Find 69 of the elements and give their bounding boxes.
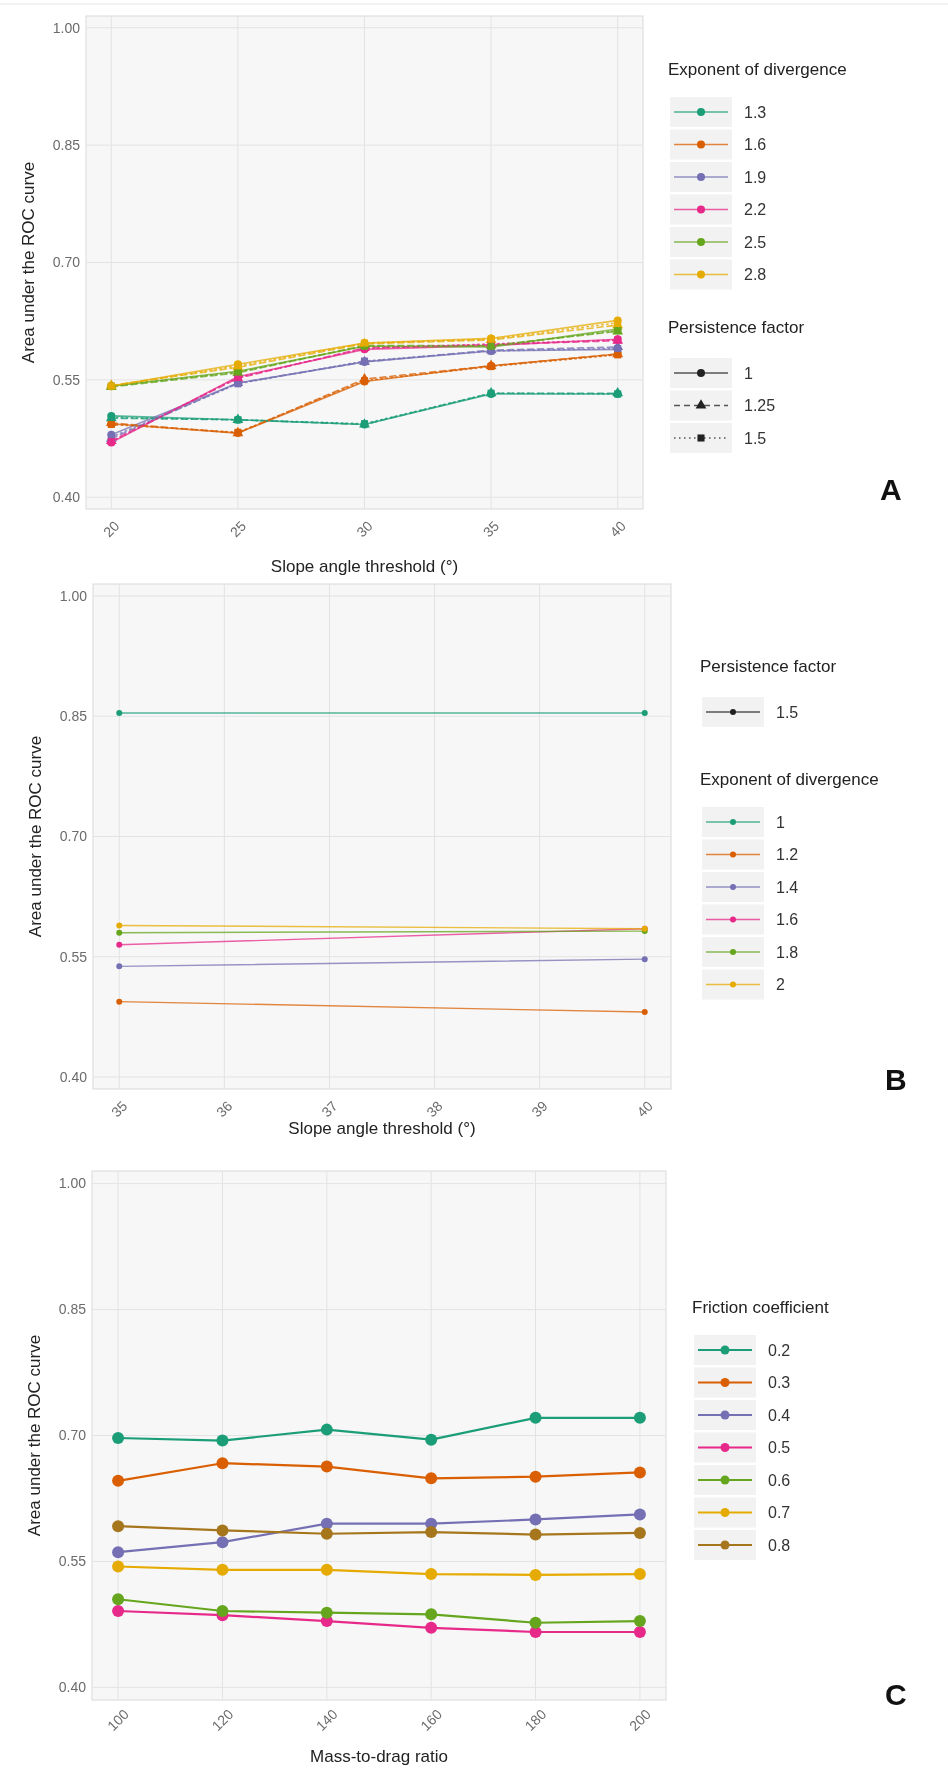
- x-axis-title: Mass-to-drag ratio: [310, 1747, 448, 1766]
- legend-label: 1.2: [776, 846, 799, 864]
- legend-label: 0.5: [768, 1439, 791, 1457]
- text: 1.25: [744, 397, 776, 415]
- legend-label: 0.6: [768, 1471, 791, 1489]
- legend-label: 1.6: [776, 911, 799, 929]
- legend-label: 0.4: [768, 1406, 791, 1424]
- x-tick-label: 36: [213, 1097, 236, 1121]
- y-tick-label: 0.40: [59, 1068, 88, 1085]
- legend-label: 2: [776, 976, 785, 994]
- x-tick-label: 39: [528, 1097, 551, 1121]
- x-tick-label: 180: [521, 1705, 550, 1734]
- y-tick-label: 1.00: [59, 587, 88, 604]
- legend-label: 1.4: [776, 878, 799, 896]
- legend-title: Friction coefficient: [692, 1298, 829, 1317]
- legend-label: 0.3: [768, 1374, 791, 1392]
- legend-label: 1.8: [776, 943, 799, 961]
- legend-label: 1.9: [744, 168, 767, 186]
- x-tick-label: 30: [353, 517, 376, 541]
- y-axis-title: Area under the ROC curve: [26, 735, 45, 938]
- text: 1: [744, 364, 753, 382]
- x-tick-label: 37: [318, 1097, 341, 1121]
- x-tick-label: 25: [226, 517, 250, 541]
- y-tick-label: 0.85: [58, 1301, 87, 1318]
- y-tick-label: 0.40: [58, 1679, 87, 1696]
- x-tick-label: 120: [208, 1705, 237, 1734]
- x-tick-label: 140: [312, 1705, 341, 1734]
- legend-label: 0.8: [768, 1536, 791, 1554]
- text: C: [885, 1678, 907, 1711]
- y-tick-label: 0.70: [52, 254, 81, 271]
- y-tick-label: 0.55: [59, 948, 88, 965]
- text: 1.5: [776, 703, 799, 721]
- y-tick-label: 1.00: [58, 1175, 87, 1192]
- legend-title: Exponent of divergence: [668, 60, 847, 79]
- text: B: [885, 1063, 907, 1096]
- legend-label: 2.2: [744, 201, 767, 219]
- legend-title: Exponent of divergence: [700, 770, 879, 789]
- x-axis-title: Slope angle threshold (°): [288, 1119, 476, 1138]
- text: A: [880, 473, 902, 506]
- legend-label: 1: [776, 813, 785, 831]
- legend-label: 1.3: [744, 103, 767, 121]
- legend-label: 1.6: [744, 136, 767, 154]
- legend-label: 0.7: [768, 1504, 791, 1522]
- x-axis-title: Slope angle threshold (°): [270, 557, 459, 576]
- y-tick-label: 0.55: [58, 1553, 87, 1570]
- x-tick-label: 160: [417, 1705, 446, 1734]
- legend-label: 2.5: [744, 233, 767, 251]
- y-axis-title: Area under the ROC curve: [25, 1334, 44, 1537]
- text: Persistence factor: [700, 657, 837, 676]
- x-tick-label: 35: [479, 517, 503, 541]
- x-tick-label: 40: [606, 517, 629, 541]
- y-tick-label: 1.00: [52, 19, 81, 36]
- x-tick-label: 38: [423, 1097, 446, 1121]
- y-tick-label: 0.85: [59, 708, 88, 725]
- legend-label: 0.2: [768, 1341, 791, 1359]
- y-tick-label: 0.55: [52, 371, 81, 388]
- x-tick-label: 100: [104, 1705, 133, 1734]
- text: 1.5: [744, 429, 767, 447]
- y-tick-label: 0.70: [59, 828, 88, 845]
- y-axis-title: Area under the ROC curve: [19, 161, 38, 364]
- y-tick-label: 0.85: [52, 137, 81, 154]
- legend-label: 2.8: [744, 266, 767, 284]
- x-tick-label: 20: [100, 517, 123, 541]
- y-tick-label: 0.40: [52, 489, 81, 506]
- x-tick-label: 40: [633, 1097, 656, 1121]
- y-tick-label: 0.70: [58, 1427, 87, 1444]
- x-tick-label: 35: [108, 1097, 131, 1121]
- x-tick-label: 200: [625, 1705, 654, 1734]
- text: Persistence factor: [668, 318, 805, 337]
